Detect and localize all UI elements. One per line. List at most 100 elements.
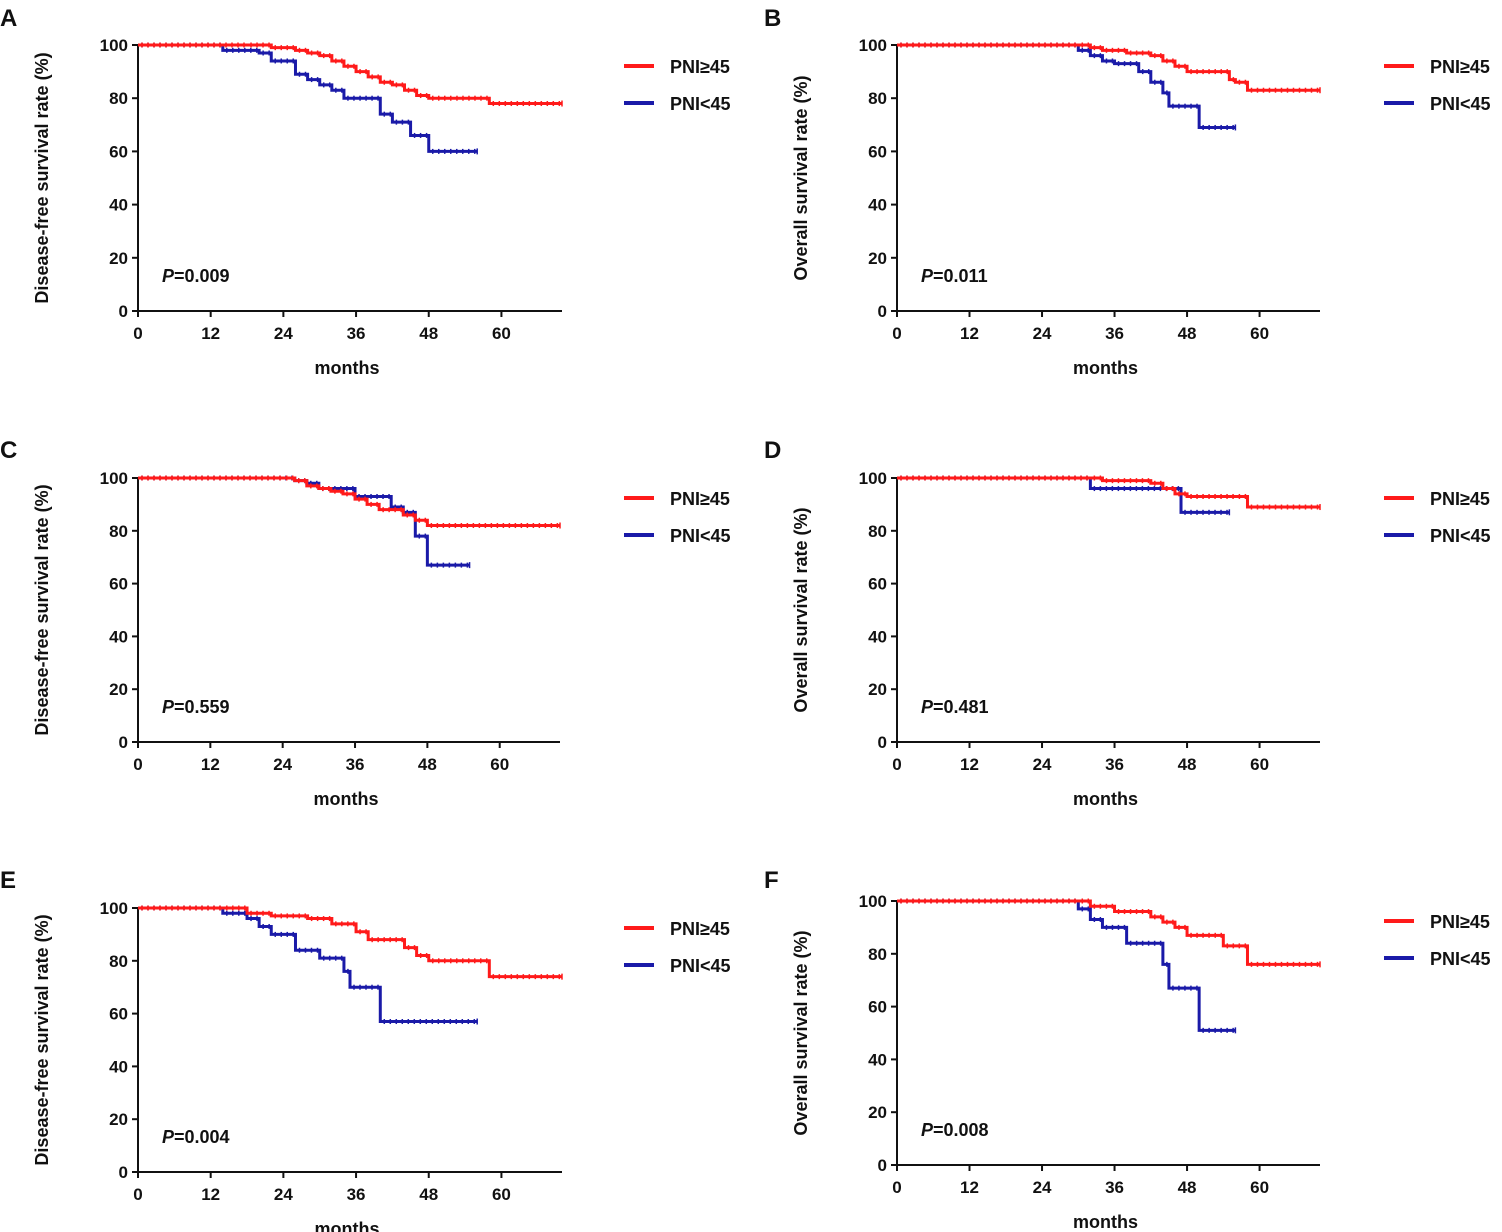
- y-tick-label: 100: [859, 892, 887, 911]
- x-axis-title: months: [315, 358, 380, 378]
- x-tick-label: 36: [347, 1185, 366, 1204]
- y-tick-label: 0: [878, 302, 887, 321]
- p-value-annotation: P=0.008: [921, 1120, 989, 1140]
- p-value-symbol: P: [162, 266, 175, 286]
- x-axis-title: months: [1073, 789, 1138, 809]
- y-axis-title: Overall survival rate (%): [791, 75, 811, 280]
- y-axis-title: Disease-free survival rate (%): [32, 914, 52, 1165]
- x-axis-title: months: [315, 1219, 380, 1232]
- y-tick-label: 40: [109, 196, 128, 215]
- y-tick-label: 60: [109, 575, 128, 594]
- y-tick-label: 20: [868, 680, 887, 699]
- y-tick-label: 0: [878, 733, 887, 752]
- y-axis-title: Disease-free survival rate (%): [32, 484, 52, 735]
- y-axis-title: Overall survival rate (%): [791, 507, 811, 712]
- km-curve-pni-high: [138, 906, 562, 979]
- y-tick-label: 60: [868, 998, 887, 1017]
- x-tick-label: 12: [960, 324, 979, 343]
- p-value-annotation: P=0.559: [162, 697, 230, 717]
- legend-label-pni-low: PNI<45: [1430, 526, 1491, 546]
- x-tick-label: 36: [347, 324, 366, 343]
- x-axis-title: months: [1073, 1212, 1138, 1232]
- p-value-number: =0.559: [174, 697, 230, 717]
- legend-label-pni-low: PNI<45: [1430, 949, 1491, 969]
- p-value-number: =0.004: [174, 1127, 230, 1147]
- y-tick-label: 60: [868, 142, 887, 161]
- y-tick-label: 20: [109, 680, 128, 699]
- x-tick-label: 48: [419, 324, 438, 343]
- x-tick-label: 0: [133, 1185, 142, 1204]
- y-tick-label: 40: [868, 1050, 887, 1069]
- y-tick-label: 40: [109, 627, 128, 646]
- p-value-symbol: P: [921, 266, 934, 286]
- legend-label-pni-low: PNI<45: [1430, 94, 1491, 114]
- y-tick-label: 20: [868, 1103, 887, 1122]
- y-tick-label: 20: [109, 1110, 128, 1129]
- x-tick-label: 36: [1105, 1178, 1124, 1197]
- y-tick-label: 0: [119, 1163, 128, 1182]
- x-tick-label: 12: [960, 1178, 979, 1197]
- p-value-number: =0.009: [174, 266, 230, 286]
- km-curve-pni-high: [138, 43, 562, 106]
- legend-label-pni-high: PNI≥45: [670, 919, 730, 939]
- p-value-symbol: P: [162, 697, 175, 717]
- legend-label-pni-high: PNI≥45: [1430, 489, 1490, 509]
- y-tick-label: 60: [109, 1005, 128, 1024]
- x-tick-label: 36: [1105, 755, 1124, 774]
- y-tick-label: 60: [868, 575, 887, 594]
- y-tick-label: 100: [100, 36, 128, 55]
- panel-e: E 0 20 40 60 80 100 0 12 24 36 48 60 months Disease-fr…: [0, 867, 731, 1232]
- x-tick-label: 24: [274, 324, 293, 343]
- legend-label-pni-high: PNI≥45: [670, 57, 730, 77]
- x-tick-label: 0: [892, 324, 901, 343]
- km-curve-pni-high: [897, 476, 1320, 509]
- p-value-number: =0.008: [933, 1120, 989, 1140]
- y-tick-label: 0: [878, 1156, 887, 1175]
- y-tick-label: 80: [109, 89, 128, 108]
- x-tick-label: 60: [1250, 1178, 1269, 1197]
- y-tick-label: 40: [868, 627, 887, 646]
- p-value-number: =0.011: [933, 266, 988, 286]
- x-axis-title: months: [314, 789, 379, 809]
- x-tick-label: 24: [1033, 755, 1052, 774]
- x-tick-label: 60: [490, 755, 509, 774]
- panel-letter: C: [0, 437, 17, 464]
- km-curve-pni-low: [138, 906, 478, 1024]
- x-tick-label: 36: [346, 755, 365, 774]
- y-tick-label: 0: [119, 302, 128, 321]
- panel-letter: E: [0, 867, 16, 894]
- y-tick-label: 20: [868, 249, 887, 268]
- p-value-annotation: P=0.004: [162, 1127, 230, 1147]
- x-tick-label: 0: [133, 324, 142, 343]
- y-axis-title: Disease-free survival rate (%): [32, 52, 52, 303]
- x-tick-label: 60: [1250, 755, 1269, 774]
- p-value-annotation: P=0.009: [162, 266, 230, 286]
- y-tick-label: 60: [109, 142, 128, 161]
- x-tick-label: 24: [1033, 1178, 1052, 1197]
- panel-letter: B: [764, 5, 781, 32]
- legend-label-pni-low: PNI<45: [670, 956, 731, 976]
- x-tick-label: 24: [273, 755, 292, 774]
- legend-label-pni-high: PNI≥45: [670, 489, 730, 509]
- panel-letter: A: [0, 5, 17, 32]
- x-tick-label: 24: [274, 1185, 293, 1204]
- y-tick-label: 80: [109, 952, 128, 971]
- legend-label-pni-low: PNI<45: [670, 94, 731, 114]
- legend-label-pni-low: PNI<45: [670, 526, 731, 546]
- x-tick-label: 48: [418, 755, 437, 774]
- x-tick-label: 48: [419, 1185, 438, 1204]
- x-tick-label: 48: [1178, 755, 1197, 774]
- x-tick-label: 0: [892, 755, 901, 774]
- x-tick-label: 60: [492, 324, 511, 343]
- y-tick-label: 80: [868, 945, 887, 964]
- x-tick-label: 12: [201, 1185, 220, 1204]
- km-curve-pni-low: [897, 43, 1236, 129]
- km-curve-pni-high: [138, 476, 560, 528]
- x-tick-label: 0: [133, 755, 142, 774]
- y-tick-label: 100: [100, 469, 128, 488]
- y-tick-label: 80: [868, 89, 887, 108]
- y-tick-label: 100: [859, 36, 887, 55]
- y-tick-label: 40: [868, 196, 887, 215]
- x-axis-title: months: [1073, 358, 1138, 378]
